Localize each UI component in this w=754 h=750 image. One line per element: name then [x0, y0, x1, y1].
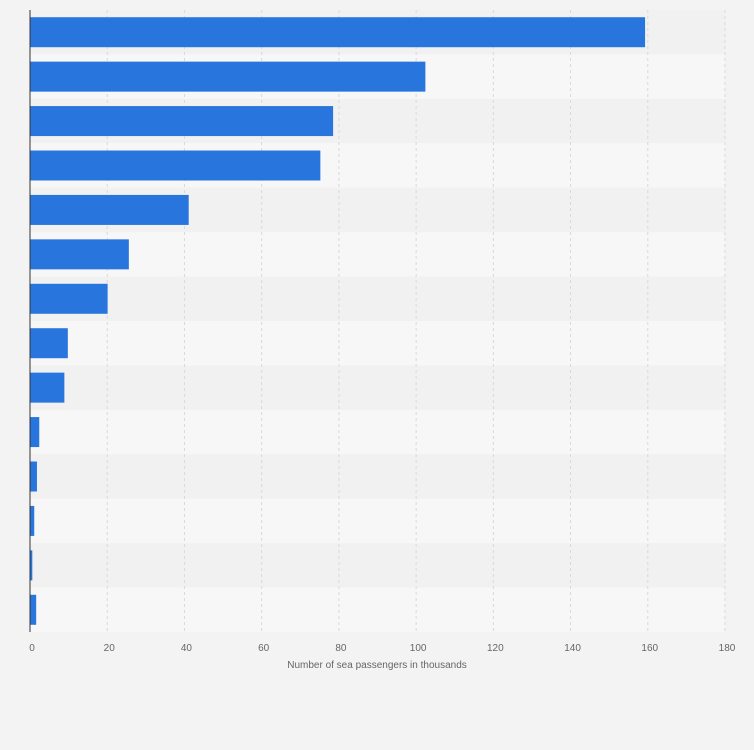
x-tick-label: 20 [104, 643, 116, 654]
x-tick-label: 140 [564, 643, 581, 654]
bar [30, 283, 108, 314]
row-bands [30, 10, 725, 632]
bar [30, 194, 189, 225]
x-tick-label: 120 [487, 643, 504, 654]
x-tick-label: 80 [335, 643, 347, 654]
x-tick-label: 40 [181, 643, 193, 654]
x-axis-ticks: 0 20 40 60 80 100 120 140 160 180 [29, 643, 736, 654]
row-band [30, 276, 725, 321]
row-band [30, 454, 725, 499]
x-tick-label: 160 [641, 643, 658, 654]
bar [30, 106, 334, 137]
bar [30, 150, 321, 181]
x-tick-label: 0 [29, 643, 35, 654]
bar [30, 61, 426, 92]
x-tick-label: 180 [719, 643, 736, 654]
row-band [30, 232, 725, 277]
row-band [30, 365, 725, 410]
row-band [30, 543, 725, 588]
bar [30, 328, 68, 359]
bar [30, 239, 129, 270]
bar [30, 550, 33, 581]
x-tick-label: 100 [410, 643, 427, 654]
x-axis-title: Number of sea passengers in thousands [287, 660, 467, 671]
bar [30, 372, 65, 403]
bars [30, 17, 646, 625]
bar [30, 505, 35, 536]
row-band [30, 321, 725, 366]
bar [30, 594, 37, 625]
bar [30, 417, 40, 448]
bar [30, 17, 646, 48]
bar [30, 461, 37, 492]
x-tick-label: 60 [258, 643, 270, 654]
row-band [30, 409, 725, 455]
row-band [30, 587, 725, 632]
row-band [30, 498, 725, 544]
